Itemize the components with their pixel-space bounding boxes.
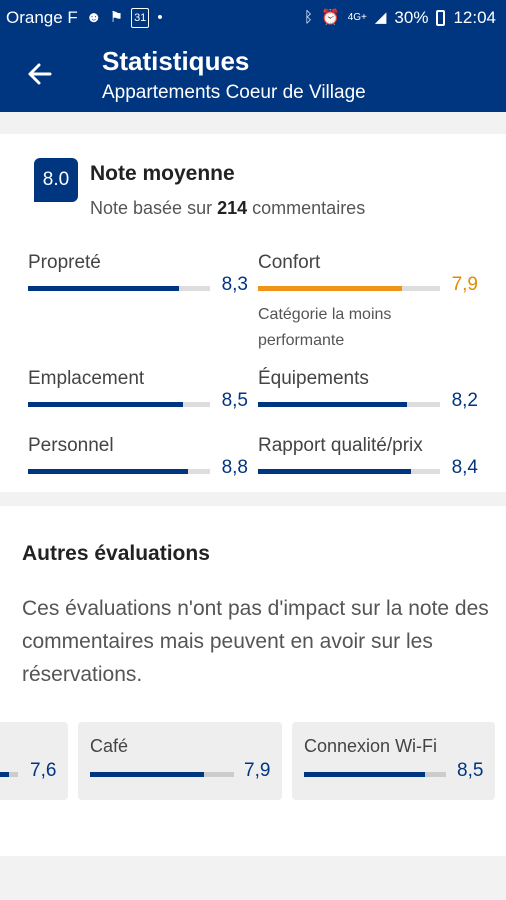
tile-label: Café [90, 736, 129, 756]
rating-tile-wifi[interactable]: Connexion Wi-Fi 8,5 [292, 722, 495, 800]
tile-value: 8,5 [457, 760, 484, 781]
metric-bar [258, 402, 440, 407]
signal-icon: ◢ [374, 9, 387, 26]
metric-rapport-qualite-prix: Rapport qualité/prix 8,4 [258, 435, 478, 478]
metric-value: 8,8 [221, 457, 248, 478]
metric-bar-fill [258, 402, 408, 407]
metric-value: 8,2 [451, 390, 478, 411]
rating-tile[interactable]: 7,6 [0, 722, 68, 800]
app-bar: Statistiques Appartements Coeur de Villa… [0, 36, 506, 112]
battery-level: 30% [394, 8, 429, 27]
carrier-label: Orange F [6, 8, 78, 27]
calendar-icon: 31 [131, 8, 150, 28]
metric-equipements: Équipements 8,2 [258, 368, 478, 411]
metric-emplacement: Emplacement 8,5 [28, 368, 248, 411]
back-button[interactable] [20, 54, 60, 94]
rating-tile-cafe[interactable]: Café 7,9 [78, 722, 282, 800]
tile-bar [90, 772, 234, 777]
bluetooth-icon: ᛒ [303, 9, 313, 26]
average-subtitle-suffix: commentaires [252, 198, 366, 218]
metric-label: Équipements [258, 368, 369, 389]
metric-label: Personnel [28, 435, 114, 456]
alarm-icon: ⏰ [321, 9, 340, 26]
clock: 12:04 [453, 8, 496, 27]
battery-icon [436, 10, 446, 26]
tile-bar-fill [90, 772, 204, 777]
page-title: Statistiques [102, 46, 250, 76]
metric-value: 7,9 [451, 274, 478, 295]
metric-label: Propreté [28, 252, 101, 273]
metric-bar [28, 469, 210, 474]
tile-value: 7,9 [244, 760, 271, 781]
metric-bar [28, 286, 210, 291]
other-ratings-title: Autres évaluations [22, 542, 210, 565]
metric-bar-fill [28, 469, 189, 474]
page-subtitle: Appartements Coeur de Village [102, 82, 366, 103]
metric-bar [258, 469, 440, 474]
status-bar: Orange F ☻ ⚑ 31 • ᛒ ⏰ 4G+ ◢ 30% 12:04 [0, 0, 506, 36]
metric-proprete: Propreté 8,3 [28, 252, 248, 295]
metric-label: Emplacement [28, 368, 145, 389]
average-subtitle: Note basée sur 214 commentaires [90, 198, 365, 219]
metric-label: Rapport qualité/prix [258, 435, 423, 456]
smiley-icon: ☻ [85, 9, 102, 26]
tile-bar [0, 772, 18, 777]
review-count: 214 [217, 198, 248, 218]
tile-bar-fill [0, 772, 9, 777]
metric-confort: Confort 7,9 Catégorie la moins performan… [258, 252, 478, 349]
tile-bar-fill [304, 772, 425, 777]
metric-value: 8,3 [221, 274, 248, 295]
average-title: Note moyenne [90, 162, 235, 185]
dot-icon: • [157, 9, 163, 26]
metric-personnel: Personnel 8,8 [28, 435, 248, 478]
metric-bar-fill [28, 286, 180, 291]
metric-bar [258, 286, 440, 291]
metric-bar-fill [258, 469, 411, 474]
metric-bar [28, 402, 210, 407]
tile-label: Connexion Wi-Fi [304, 736, 438, 756]
flag-icon: ⚑ [109, 9, 124, 26]
average-subtitle-prefix: Note basée sur [90, 198, 213, 218]
arrow-left-icon [28, 63, 52, 85]
score-badge: 8.0 [34, 158, 78, 202]
other-ratings-card: Autres évaluations Ces évaluations n'ont… [0, 506, 506, 856]
metric-bar-fill [258, 286, 402, 291]
metric-value: 8,5 [221, 390, 248, 411]
metric-label: Confort [258, 252, 321, 273]
metric-bar-fill [28, 402, 183, 407]
tile-value: 7,6 [30, 760, 57, 781]
metric-note: Catégorie la moins performante [258, 306, 392, 349]
metric-value: 8,4 [451, 457, 478, 478]
network-type-icon: 4G+ [347, 12, 367, 23]
tile-bar [304, 772, 446, 777]
other-ratings-description: Ces évaluations n'ont pas d'impact sur l… [22, 597, 489, 686]
rating-summary-card: 8.0 Note moyenne Note basée sur 214 comm… [0, 134, 506, 492]
